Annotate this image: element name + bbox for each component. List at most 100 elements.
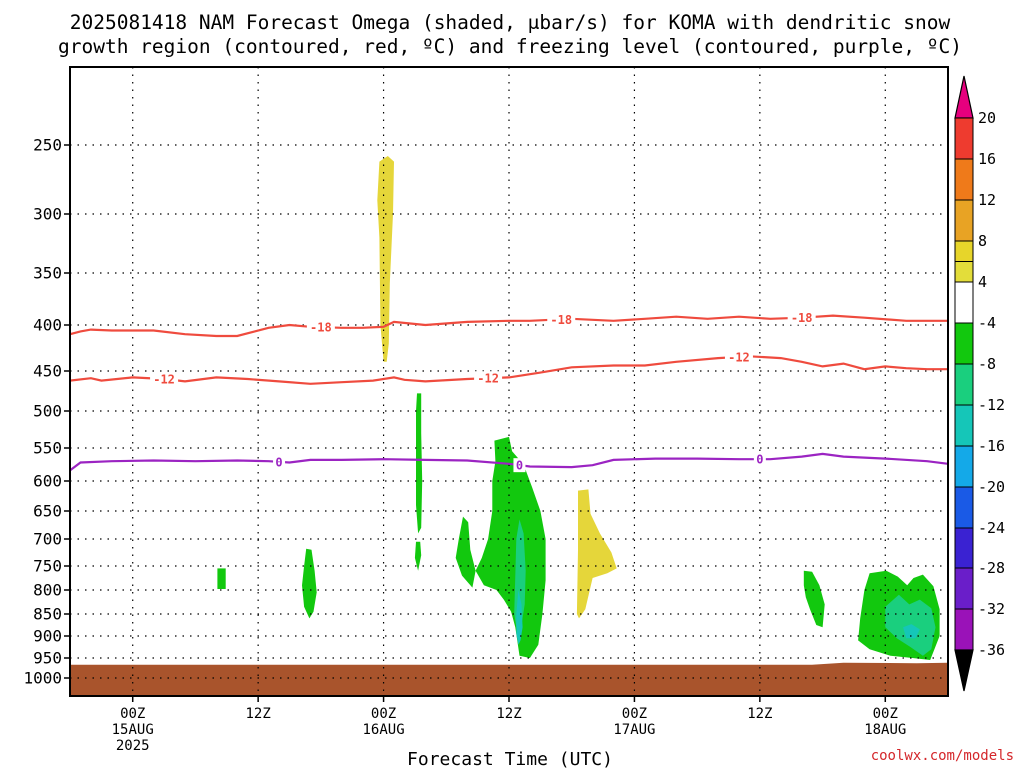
x-tick-label: 00Z <box>120 706 145 722</box>
x-tick-label: 16AUG <box>362 722 404 738</box>
contour-label-bg <box>273 454 286 469</box>
y-tick-label: 600 <box>33 472 62 491</box>
colorbar-segment <box>954 608 974 651</box>
colorbar-segment <box>954 363 974 406</box>
colorbar-segment <box>954 445 974 488</box>
contour-label-bg <box>474 371 503 386</box>
shaded-regions <box>70 156 948 696</box>
y-tick-label: 750 <box>33 557 62 576</box>
plot-area: -18 -18 -18 -12 -12 -12 0 0 0 <box>69 66 949 697</box>
x-axis-label: Forecast Time (UTC) <box>407 749 613 768</box>
colorbar-segment <box>954 567 974 610</box>
contour-label-bg <box>513 458 526 473</box>
y-tick-label: 550 <box>33 439 62 458</box>
colorbar-segment <box>954 404 974 447</box>
downward-motion-band-4-8 <box>217 568 226 589</box>
contour-line <box>69 314 948 338</box>
upward-motion-band-8-4 <box>377 156 394 362</box>
contour-label: 0 <box>756 453 763 467</box>
y-tick-label: 1000 <box>23 669 62 688</box>
y-tick-label: 900 <box>33 627 62 646</box>
contour-label: -12 <box>153 373 175 387</box>
colorbar-label: 16 <box>978 150 996 168</box>
colorbar-label: 12 <box>978 191 996 209</box>
pressure-axis: 250 300 350 400 450 500 550 600 650 700 750 800 850 9… <box>23 136 70 688</box>
y-tick-label: 350 <box>33 264 62 283</box>
y-tick-label: 300 <box>33 205 62 224</box>
y-tick-label: 400 <box>33 316 62 335</box>
contour-label-bg <box>753 452 766 467</box>
colorbar-label: -12 <box>978 396 1005 414</box>
contour-label: -18 <box>310 321 332 335</box>
credit-text: coolwx.com/models <box>871 748 1014 764</box>
y-tick-label: 700 <box>33 530 62 549</box>
x-tick-label: 15AUG <box>112 722 154 738</box>
y-tick-label: 650 <box>33 502 62 521</box>
y-tick-label: 500 <box>33 402 62 421</box>
chart-title-line-2: growth region (contoured, red, ºC) and f… <box>58 35 962 58</box>
colorbar-label: -8 <box>978 355 996 373</box>
downward-motion-band-4-8 <box>455 516 476 588</box>
colorbar-label: 4 <box>978 273 987 291</box>
y-tick-label: 250 <box>33 136 62 155</box>
colorbar-segment <box>954 199 974 242</box>
x-tick-label: 00Z <box>371 706 396 722</box>
x-tick-label: 17AUG <box>613 722 655 738</box>
colorbar-segment <box>954 240 974 262</box>
colorbar-label: -24 <box>978 519 1005 537</box>
contour-line <box>69 355 948 385</box>
contour-label-bg <box>787 310 816 325</box>
y-tick-label: 950 <box>33 649 62 668</box>
contour-label: -18 <box>550 313 572 327</box>
colorbar-segment <box>954 261 974 283</box>
downward-motion-band-4-8 <box>475 436 546 658</box>
downward-motion-band-4-8 <box>302 548 317 619</box>
colorbar-segment <box>954 486 974 529</box>
contour-label: 0 <box>516 459 523 473</box>
x-tick-label: 2025 <box>116 738 150 754</box>
contour-lines: -18 -18 -18 -12 -12 -12 0 0 0 <box>69 310 949 473</box>
downward-motion-band-4-8 <box>416 393 423 534</box>
contour-label: -12 <box>728 350 750 364</box>
contour-label: -18 <box>791 311 813 325</box>
x-tick-label: 12Z <box>747 706 772 722</box>
colorbar-label: -16 <box>978 437 1005 455</box>
x-tick-label: 12Z <box>496 706 521 722</box>
below-ground <box>70 662 948 696</box>
colorbar-segment <box>954 281 974 324</box>
colorbar-bottom-arrow <box>954 649 974 692</box>
contour-label: -12 <box>477 372 499 386</box>
colorbar-label: -36 <box>978 641 1005 659</box>
colorbar-label: 20 <box>978 109 996 127</box>
downward-motion-band-4-8 <box>803 570 825 628</box>
x-tick-label: 00Z <box>622 706 647 722</box>
colorbar-segment <box>954 322 974 365</box>
downward-motion-band-12-16 <box>903 624 920 639</box>
x-tick-label: 18AUG <box>864 722 906 738</box>
colorbar-label: -4 <box>978 314 996 332</box>
contour-label-bg <box>724 349 753 364</box>
upward-motion-band-8-4 <box>576 489 617 619</box>
y-tick-label: 850 <box>33 605 62 624</box>
colorbar-label: 8 <box>978 232 987 250</box>
colorbar-label: -28 <box>978 559 1005 577</box>
x-tick-label: 00Z <box>873 706 898 722</box>
contour-label-bg <box>306 320 335 335</box>
y-tick-label: 450 <box>33 362 62 381</box>
colorbar-label: -20 <box>978 478 1005 496</box>
colorbar-segment <box>954 158 974 201</box>
y-tick-label: 800 <box>33 581 62 600</box>
contour-label-bg <box>150 372 179 386</box>
colorbar-segment <box>954 117 974 160</box>
colorbar-label: -32 <box>978 600 1005 618</box>
contour-label: 0 <box>275 455 282 469</box>
downward-motion-band-4-8 <box>414 541 422 571</box>
colorbar: 20 16 12 8 4 -4 -8 -12 -16 -20 -24 -28 -32 -36 <box>954 75 1005 692</box>
colorbar-segment <box>954 527 974 569</box>
chart-title-line-1: 2025081418 NAM Forecast Omega (shaded, μ… <box>70 11 951 34</box>
x-tick-label: 12Z <box>245 706 270 722</box>
contour-label-bg <box>547 312 576 327</box>
downward-motion-band-12-16 <box>516 590 523 645</box>
